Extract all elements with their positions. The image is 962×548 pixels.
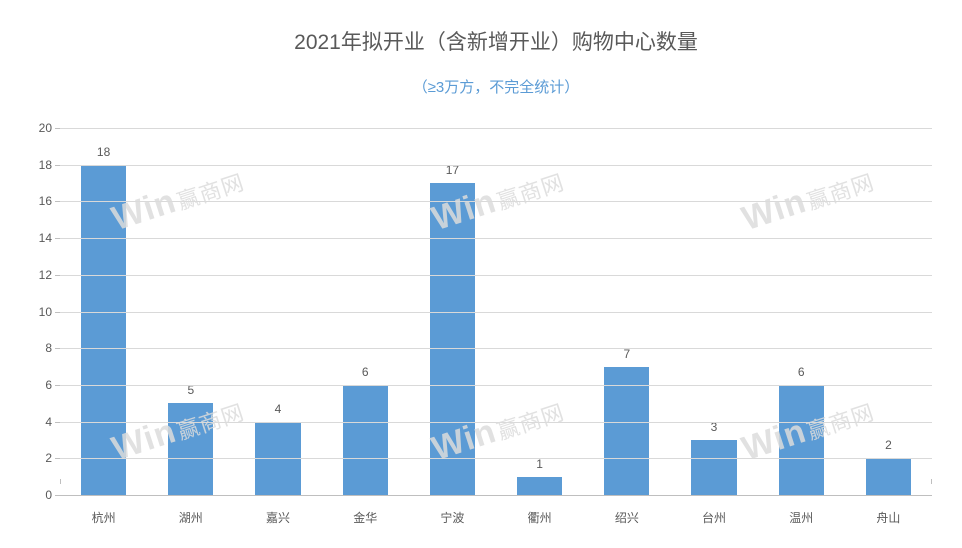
y-tick-mark (55, 128, 60, 129)
gridline (60, 458, 932, 459)
x-tick-label: 宁波 (409, 509, 496, 526)
chart-container: 2021年拟开业（含新增开业）购物中心数量 （≥3万方，不完全统计） 18546… (0, 0, 962, 548)
y-tick-label: 10 (39, 305, 52, 319)
x-tick-label: 绍兴 (583, 509, 670, 526)
gridline (60, 238, 932, 239)
bar: 1 (517, 477, 562, 495)
gridline (60, 165, 932, 166)
y-tick-mark (55, 165, 60, 166)
plot-area: 185461717362 02468101214161820 (60, 128, 932, 496)
y-tick-label: 14 (39, 231, 52, 245)
x-tick-label: 金华 (322, 509, 409, 526)
x-tick-label: 杭州 (60, 509, 147, 526)
y-tick-label: 6 (45, 378, 52, 392)
x-tick-mark (931, 479, 932, 484)
y-tick-mark (55, 348, 60, 349)
y-tick-mark (55, 201, 60, 202)
bar-value-label: 6 (798, 365, 805, 379)
x-tick-label: 衢州 (496, 509, 583, 526)
bar: 6 (779, 385, 824, 495)
x-tick-mark (60, 479, 61, 484)
x-tick-label: 舟山 (845, 509, 932, 526)
gridline (60, 128, 932, 129)
y-tick-label: 0 (45, 488, 52, 502)
chart-subtitle: （≥3万方，不完全统计） (60, 76, 932, 97)
gridline (60, 422, 932, 423)
y-tick-label: 8 (45, 341, 52, 355)
y-tick-mark (55, 312, 60, 313)
bar: 2 (866, 458, 911, 495)
bar-value-label: 4 (275, 402, 282, 416)
bar-value-label: 18 (97, 145, 110, 159)
y-tick-label: 12 (39, 268, 52, 282)
x-tick-label: 湖州 (147, 509, 234, 526)
y-tick-mark (55, 422, 60, 423)
bar: 17 (430, 183, 475, 495)
x-tick-label: 温州 (758, 509, 845, 526)
gridline (60, 348, 932, 349)
gridline (60, 312, 932, 313)
y-tick-mark (55, 458, 60, 459)
gridline (60, 385, 932, 386)
x-tick-label: 台州 (670, 509, 757, 526)
y-tick-mark (55, 275, 60, 276)
y-tick-label: 16 (39, 194, 52, 208)
bar: 6 (343, 385, 388, 495)
x-axis: 杭州湖州嘉兴金华宁波衢州绍兴台州温州舟山 (60, 509, 932, 526)
y-tick-label: 4 (45, 415, 52, 429)
chart-title: 2021年拟开业（含新增开业）购物中心数量 (60, 26, 932, 56)
y-tick-mark (55, 385, 60, 386)
bar-value-label: 6 (362, 365, 369, 379)
bar: 5 (168, 403, 213, 495)
y-tick-label: 2 (45, 451, 52, 465)
y-tick-label: 18 (39, 158, 52, 172)
y-tick-label: 20 (39, 121, 52, 135)
bar-value-label: 2 (885, 438, 892, 452)
gridline (60, 201, 932, 202)
gridline (60, 275, 932, 276)
bar: 3 (691, 440, 736, 495)
bar: 18 (81, 165, 126, 495)
y-tick-mark (55, 238, 60, 239)
y-tick-mark (55, 495, 60, 496)
x-tick-label: 嘉兴 (234, 509, 321, 526)
